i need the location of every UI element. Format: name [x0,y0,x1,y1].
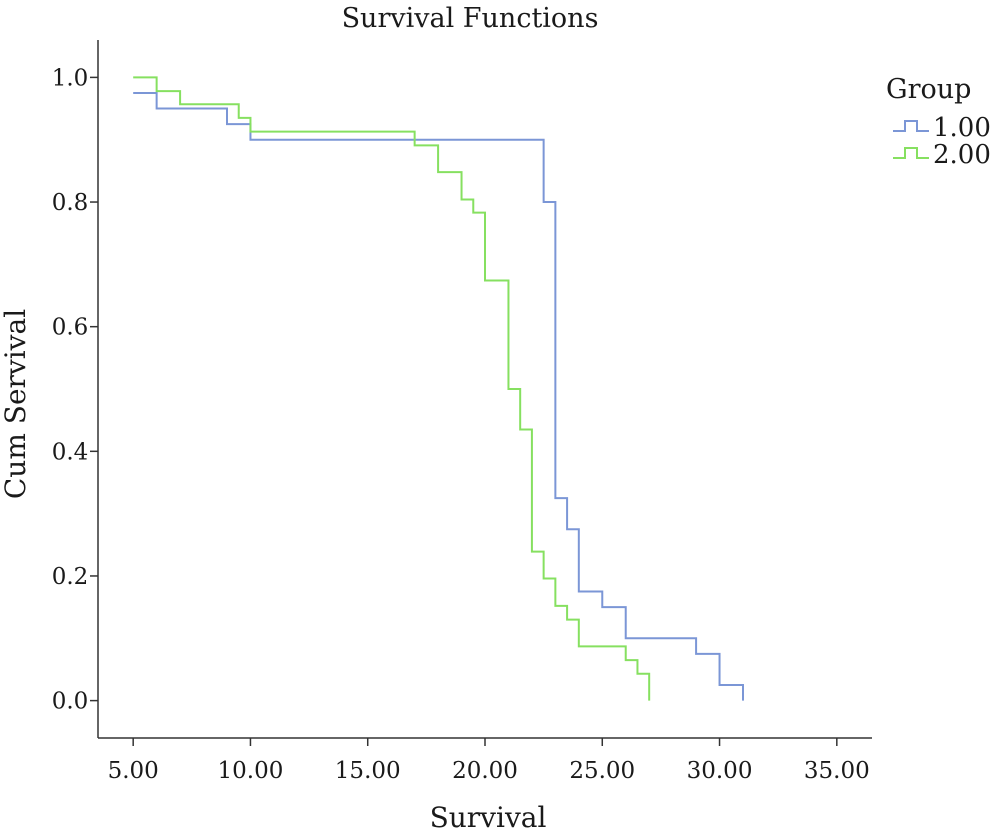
series-line-1.00 [133,91,744,701]
y-tick-label: 0.8 [52,190,89,216]
y-tick-label: 1.0 [52,65,89,91]
y-axis-label: Cum Servival [0,309,32,499]
legend-swatch-2.00 [893,147,929,159]
legend-label-2.00: 2.00 [933,140,991,170]
legend: Group 1.002.00 [886,74,991,170]
x-tick-label: 20.00 [452,758,518,784]
chart-title: Survival Functions [342,3,599,34]
y-tick-label: 0.6 [52,315,89,341]
x-tick-label: 30.00 [687,758,753,784]
x-axis-label: Survival [430,801,547,834]
x-tick-label: 25.00 [569,758,635,784]
y-tick-label: 0.2 [52,564,89,590]
series-line-2.00 [133,76,651,701]
x-tick-label: 35.00 [804,758,870,784]
legend-swatch-1.00 [893,120,929,132]
legend-title: Group [886,74,971,105]
y-tick-label: 0.4 [52,439,89,465]
y-tick-label: 0.0 [52,689,89,715]
x-tick-label: 15.00 [335,758,401,784]
legend-label-1.00: 1.00 [933,113,991,143]
x-tick-label: 5.00 [108,758,159,784]
x-tick-label: 10.00 [218,758,284,784]
